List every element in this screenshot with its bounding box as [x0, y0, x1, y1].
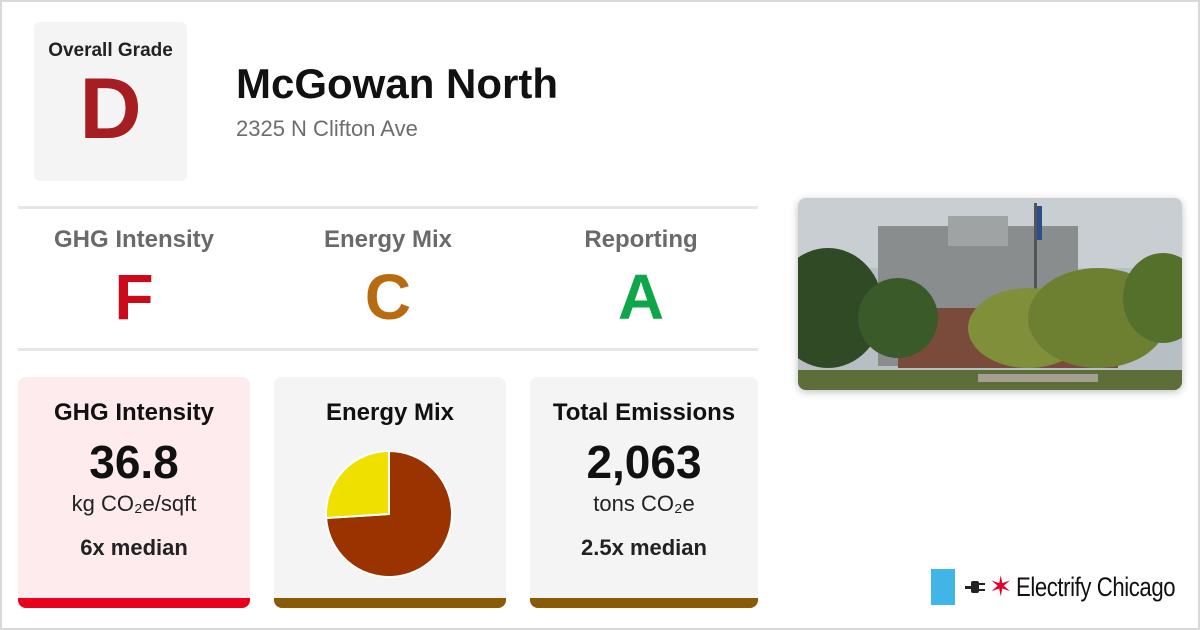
total-emissions-value: 2,063	[586, 436, 702, 488]
subgrade-title: Reporting	[584, 226, 698, 253]
card-title: Total Emissions	[552, 399, 736, 426]
total-emissions-unit: tons CO₂e	[593, 491, 695, 516]
total-emissions-card: Total Emissions 2,063 tons CO₂e 2.5x med…	[530, 377, 758, 608]
subgrade-title: Energy Mix	[323, 226, 453, 253]
subgrade-letter: F	[114, 261, 154, 333]
overall-grade-label: Overall Grade	[48, 40, 173, 61]
building-address: 2325 N Clifton Ave	[236, 116, 418, 141]
ghg-intensity-value: 36.8	[89, 436, 179, 488]
chicago-flag-icon	[931, 569, 955, 605]
pie-slice-1	[325, 449, 390, 520]
building-photo	[798, 198, 1182, 390]
divider-bottom	[18, 348, 758, 351]
building-name: McGowan North	[236, 60, 558, 107]
chicago-star-icon: ✶	[989, 571, 1013, 602]
energy-mix-pie-chart	[325, 449, 453, 578]
ghg-intensity-card: GHG Intensity 36.8 kg CO₂e/sqft 6x media…	[18, 377, 250, 608]
electrify-chicago-logo: ✶ Electrify Chicago	[931, 569, 1200, 605]
ghg-card-bar	[18, 598, 250, 608]
subgrade-letter: A	[617, 261, 665, 333]
subgrade-reporting: Reporting A	[521, 226, 761, 332]
plug-icon	[965, 581, 985, 593]
energy-mix-card-bar	[274, 598, 506, 608]
card-title: GHG Intensity	[53, 399, 215, 426]
overall-grade-box: Overall Grade D	[34, 22, 187, 181]
subgrade-ghg: GHG Intensity F	[14, 226, 254, 332]
overall-grade-letter: D	[79, 61, 142, 157]
ghg-intensity-unit: kg CO₂e/sqft	[71, 491, 197, 516]
brand-name: Electrify Chicago	[1016, 571, 1176, 602]
subgrade-title: GHG Intensity	[53, 226, 215, 253]
energy-mix-card: Energy Mix	[274, 377, 506, 608]
card-title: Energy Mix	[325, 399, 455, 426]
ghg-median-comparison: 6x median	[80, 535, 188, 560]
subgrade-energy-mix: Energy Mix C	[268, 226, 508, 332]
divider-top	[18, 206, 758, 209]
emissions-card-bar	[530, 598, 758, 608]
subgrade-letter: C	[364, 261, 412, 333]
emissions-median-comparison: 2.5x median	[581, 535, 707, 560]
